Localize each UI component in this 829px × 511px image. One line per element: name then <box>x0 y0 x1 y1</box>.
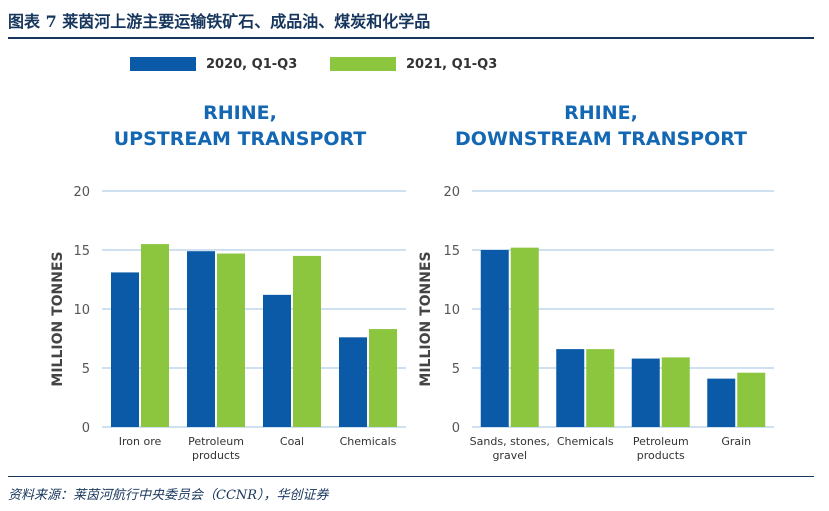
legend-item-2021: 2021, Q1-Q3 <box>330 54 497 74</box>
legend-swatch-2021 <box>330 57 396 71</box>
legend-label-2020: 2020, Q1-Q3 <box>206 56 298 72</box>
chart-1-y-tick-label: 15 <box>73 244 90 259</box>
chart-1-bar-2021 <box>217 253 245 427</box>
chart-2-bar-2021 <box>586 349 615 427</box>
figure-title: 图表 7 莱茵河上游主要运输铁矿石、成品油、煤炭和化学品 <box>8 12 431 31</box>
chart-2-x-tick-label: Sands, stones, <box>470 435 550 448</box>
chart-2-x-tick-label: Chemicals <box>557 435 614 448</box>
chart-1-bar-2021 <box>369 329 397 427</box>
title-divider <box>8 37 814 39</box>
chart-1-bar-2020 <box>111 272 139 427</box>
chart-2-title-line: RHINE, <box>564 102 638 124</box>
legend-label-2021: 2021, Q1-Q3 <box>406 56 498 72</box>
chart-1-x-tick-label: Iron ore <box>119 435 162 448</box>
legend-swatch-2020 <box>130 57 196 71</box>
chart-1-y-tick-label: 10 <box>73 303 90 318</box>
chart-1-bar-2020 <box>339 337 367 427</box>
chart-1-y-tick-label: 0 <box>82 421 90 436</box>
chart-legend: 2020, Q1-Q3 2021, Q1-Q3 <box>0 54 829 74</box>
chart-2-bar-2021 <box>661 357 690 427</box>
source-divider <box>8 476 814 477</box>
chart-1-y-axis-label: MILLION TONNES <box>50 251 66 386</box>
source-note: 资料来源：莱茵河航行中央委员会（CCNR），华创证券 <box>8 488 329 503</box>
chart-2-bar-2021 <box>510 247 539 427</box>
chart-2-title-line: DOWNSTREAM TRANSPORT <box>455 128 747 150</box>
chart-1-title-line: UPSTREAM TRANSPORT <box>114 128 367 150</box>
chart-1-x-tick-label: Petroleum <box>188 435 244 448</box>
chart-1-x-tick-label: Coal <box>280 435 304 448</box>
chart-2-y-axis-label: MILLION TONNES <box>418 251 434 386</box>
chart-1-bar-2020 <box>263 294 291 427</box>
chart-1-x-tick-label: Chemicals <box>340 435 397 448</box>
chart-1-bar-2020 <box>187 251 215 427</box>
chart-2-y-tick-label: 5 <box>452 362 460 377</box>
chart-2-y-tick-label: 15 <box>443 244 460 259</box>
chart-2-y-tick-label: 0 <box>452 421 460 436</box>
legend-item-2020: 2020, Q1-Q3 <box>130 54 297 74</box>
chart-2-bar-2020 <box>631 358 660 427</box>
chart-1-bar-2021 <box>141 244 169 427</box>
chart-2-bar-2020 <box>707 378 736 427</box>
chart-1-title-line: RHINE, <box>203 102 277 124</box>
chart-2-y-tick-label: 10 <box>443 303 460 318</box>
chart-1-x-tick-label: products <box>192 449 240 462</box>
chart-2-bar-2020 <box>556 349 585 427</box>
chart-1-y-tick-label: 20 <box>73 185 90 200</box>
chart-2-x-tick-label: gravel <box>492 449 527 462</box>
chart-1-y-tick-label: 5 <box>82 362 90 377</box>
chart-2-x-tick-label: products <box>637 449 685 462</box>
chart-2-bar-2021 <box>737 372 766 427</box>
chart-2-x-tick-label: Grain <box>721 435 751 448</box>
chart-1-bar-2021 <box>293 255 321 427</box>
chart-2-bar-2020 <box>480 250 509 427</box>
chart-2-y-tick-label: 20 <box>443 185 460 200</box>
chart-2-x-tick-label: Petroleum <box>633 435 689 448</box>
